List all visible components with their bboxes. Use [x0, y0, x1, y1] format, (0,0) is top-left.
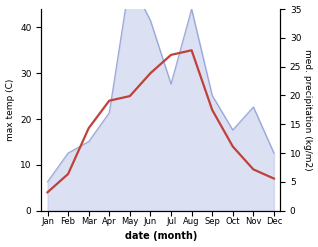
Y-axis label: med. precipitation (kg/m2): med. precipitation (kg/m2) — [303, 49, 313, 171]
X-axis label: date (month): date (month) — [125, 231, 197, 242]
Y-axis label: max temp (C): max temp (C) — [5, 79, 15, 141]
